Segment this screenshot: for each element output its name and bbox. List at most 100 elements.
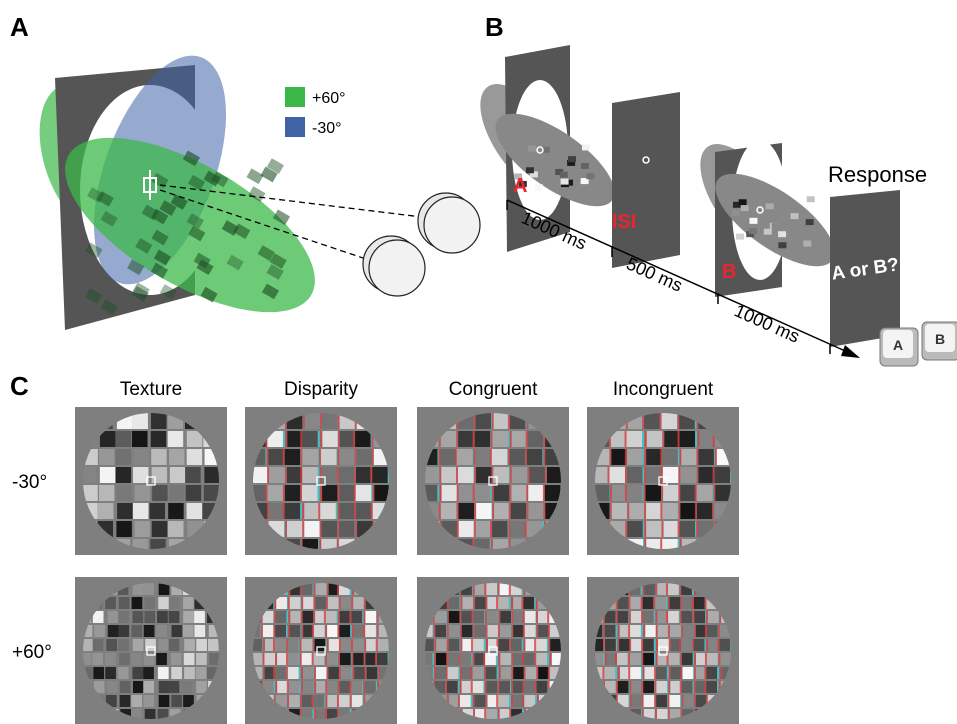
texture-tile xyxy=(778,231,786,237)
tile xyxy=(683,625,694,637)
tile xyxy=(436,667,447,679)
tile xyxy=(681,639,692,651)
tile xyxy=(682,681,693,693)
tile xyxy=(356,467,372,483)
tile xyxy=(151,449,167,465)
tile xyxy=(108,611,119,623)
tile xyxy=(694,611,705,623)
tile xyxy=(326,611,337,623)
texture-tile xyxy=(561,179,569,185)
tile xyxy=(287,521,303,537)
tile xyxy=(168,521,184,537)
tile xyxy=(475,597,486,609)
tile xyxy=(715,467,731,483)
tile xyxy=(646,503,662,519)
tile xyxy=(658,625,669,637)
tile xyxy=(493,431,509,447)
tile xyxy=(447,681,458,693)
tile xyxy=(698,449,714,465)
tile xyxy=(118,667,129,679)
tile xyxy=(643,653,654,665)
tile xyxy=(105,653,116,665)
tile xyxy=(92,653,103,665)
tile xyxy=(314,625,325,637)
tile xyxy=(511,639,522,651)
tile xyxy=(144,611,155,623)
stimulus-background xyxy=(75,407,227,555)
tile xyxy=(492,521,508,537)
tile xyxy=(269,503,285,519)
tile xyxy=(339,467,355,483)
tile xyxy=(488,625,499,637)
tile xyxy=(341,639,352,651)
texture-tile xyxy=(741,205,749,211)
column-header: Texture xyxy=(120,379,182,400)
tile xyxy=(605,639,616,651)
texture-tile xyxy=(749,218,757,224)
frame xyxy=(612,92,680,268)
tile xyxy=(204,467,220,483)
tile xyxy=(706,681,717,693)
tile xyxy=(288,667,299,679)
tile xyxy=(473,611,484,623)
tile xyxy=(301,639,312,651)
tile xyxy=(159,681,170,693)
tile xyxy=(442,485,458,501)
tile xyxy=(132,625,143,637)
tile xyxy=(511,503,527,519)
tile xyxy=(631,695,642,707)
eye xyxy=(424,197,480,253)
tile xyxy=(158,597,169,609)
tile xyxy=(500,611,511,623)
tile xyxy=(133,449,149,465)
tile xyxy=(151,431,167,447)
tile xyxy=(302,653,313,665)
tile xyxy=(184,653,195,665)
tile xyxy=(526,667,537,679)
texture-tile xyxy=(791,213,799,219)
tile xyxy=(472,667,483,679)
tile xyxy=(341,667,352,679)
tile xyxy=(643,597,654,609)
tile xyxy=(372,467,388,483)
tile xyxy=(680,467,696,483)
tile xyxy=(630,653,641,665)
tile xyxy=(168,431,184,447)
tile xyxy=(646,485,662,501)
tile xyxy=(715,485,731,501)
tile xyxy=(169,681,180,693)
tile xyxy=(357,449,373,465)
tile xyxy=(458,431,474,447)
tile xyxy=(116,485,132,501)
tile xyxy=(487,681,498,693)
tile xyxy=(524,695,535,707)
tile xyxy=(498,597,509,609)
tile xyxy=(275,625,286,637)
tile xyxy=(441,503,457,519)
figure: A+60°-30°BAISIBResponseA or B?1000 ms500… xyxy=(0,0,957,724)
tile xyxy=(619,639,630,651)
tile xyxy=(365,611,376,623)
tile xyxy=(263,625,274,637)
tile xyxy=(662,449,678,465)
tile xyxy=(486,583,497,595)
tile xyxy=(630,667,641,679)
tile xyxy=(618,611,629,623)
tile xyxy=(340,681,351,693)
tile xyxy=(285,449,301,465)
tile xyxy=(353,597,364,609)
tile xyxy=(670,681,681,693)
tile xyxy=(694,597,705,609)
tile xyxy=(458,467,474,483)
tile xyxy=(132,597,143,609)
row-label: +60° xyxy=(12,642,52,663)
tile xyxy=(536,653,547,665)
tile xyxy=(646,521,662,537)
tile xyxy=(184,639,195,651)
tile xyxy=(158,639,169,651)
tile xyxy=(289,681,300,693)
tile xyxy=(365,653,376,665)
row-label: -30° xyxy=(12,472,47,493)
tile xyxy=(275,639,286,651)
tile xyxy=(462,597,473,609)
